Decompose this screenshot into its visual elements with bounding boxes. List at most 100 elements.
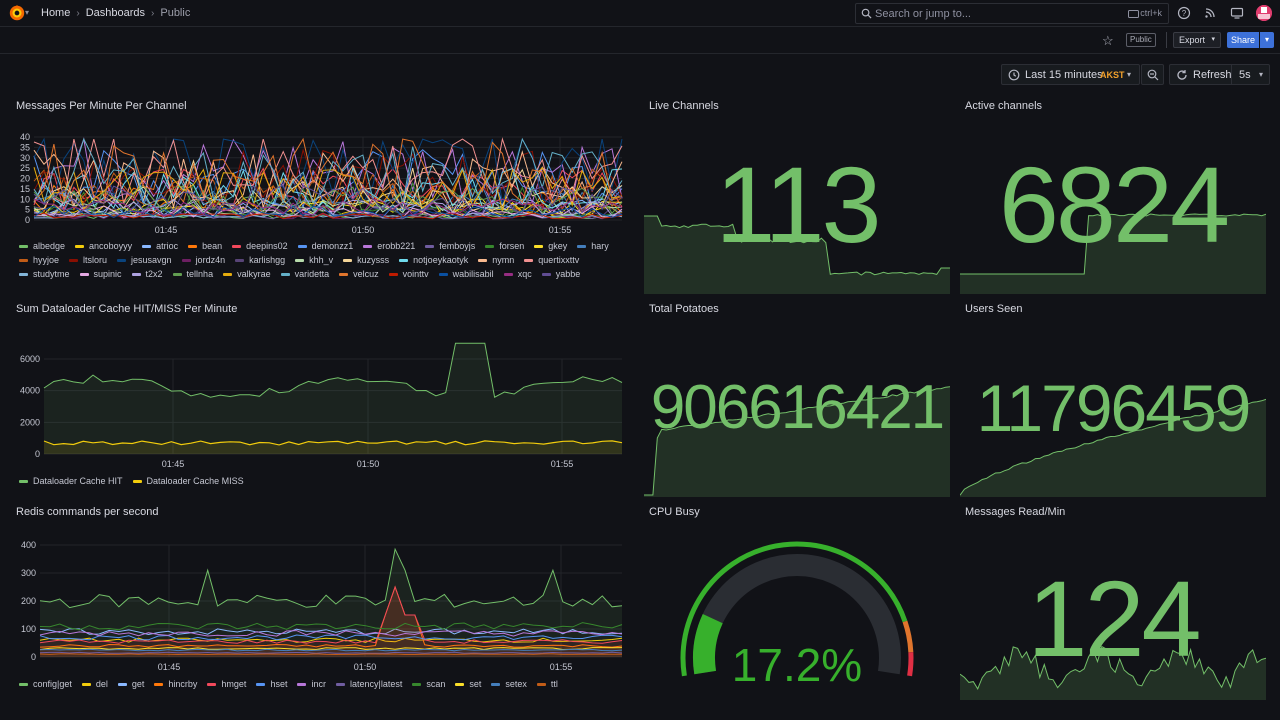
- legend-item[interactable]: wabilisabil: [438, 269, 494, 279]
- series-line[interactable]: [33, 148, 623, 209]
- legend-item[interactable]: setex: [491, 679, 527, 689]
- legend-item[interactable]: tellnha: [172, 269, 213, 279]
- panel-total-potatoes[interactable]: Total Potatoes 906616421: [644, 303, 950, 497]
- legend-item[interactable]: forsen: [485, 241, 524, 251]
- share-options-button[interactable]: ▾: [1260, 32, 1274, 48]
- legend-item[interactable]: quertixxttv: [524, 255, 579, 265]
- series-line[interactable]: [33, 166, 623, 212]
- series-line[interactable]: [39, 547, 623, 609]
- series-line[interactable]: [960, 645, 1266, 691]
- legend-item[interactable]: scan: [412, 679, 445, 689]
- panel-live-channels[interactable]: Live Channels 113: [644, 100, 950, 294]
- panel-cpu-busy[interactable]: CPU Busy 17.2%: [644, 506, 950, 700]
- legend-item[interactable]: atrioc: [142, 241, 178, 251]
- legend-item[interactable]: bean: [188, 241, 222, 251]
- legend-item[interactable]: jordz4n: [181, 255, 225, 265]
- series-line[interactable]: [39, 585, 623, 648]
- legend-item[interactable]: hyyjoe: [19, 255, 59, 265]
- star-icon[interactable]: ☆: [1102, 33, 1114, 48]
- series-line[interactable]: [39, 634, 623, 641]
- legend-item[interactable]: latency|latest: [335, 679, 402, 689]
- export-button[interactable]: Export ▾: [1173, 32, 1221, 48]
- series-line[interactable]: [33, 137, 623, 205]
- series-line[interactable]: [33, 184, 623, 215]
- legend-item[interactable]: ancoboyyy: [75, 241, 132, 251]
- series-line[interactable]: [33, 149, 623, 209]
- breadcrumb-dashboards[interactable]: Dashboards: [85, 7, 146, 19]
- series-line[interactable]: [39, 647, 623, 651]
- legend-item[interactable]: varidetta: [280, 269, 329, 279]
- legend-item[interactable]: vointtv: [388, 269, 429, 279]
- share-button[interactable]: Share: [1227, 32, 1259, 48]
- refresh-button[interactable]: Refresh: [1169, 64, 1232, 85]
- series-line[interactable]: [960, 213, 1266, 275]
- legend-item[interactable]: erobb221: [363, 241, 415, 251]
- series-line[interactable]: [644, 386, 950, 496]
- chevron-down-icon[interactable]: ▾: [25, 8, 30, 17]
- panel-users-seen[interactable]: Users Seen 11796459: [960, 303, 1266, 497]
- legend-item[interactable]: config|get: [19, 679, 72, 689]
- legend-item[interactable]: albedge: [19, 241, 65, 251]
- legend-item[interactable]: valkyrae: [223, 269, 271, 279]
- cache-timeseries-chart[interactable]: 6000 4000 2000 0 01:45 01:50 01:55: [16, 327, 632, 473]
- series-line[interactable]: [39, 585, 623, 644]
- panel-cache-hit-miss[interactable]: Sum Dataloader Cache HIT/MISS Per Minute…: [16, 303, 632, 493]
- legend-item[interactable]: set: [455, 679, 481, 689]
- legend-item[interactable]: hary: [577, 241, 609, 251]
- legend-item[interactable]: get: [117, 679, 144, 689]
- series-line[interactable]: [39, 653, 622, 656]
- legend-item[interactable]: kuzysss: [343, 255, 389, 265]
- series-line[interactable]: [43, 342, 623, 398]
- legend-item[interactable]: Dataloader Cache HIT: [19, 476, 123, 486]
- legend-item[interactable]: demonzz1: [297, 241, 353, 251]
- series-line[interactable]: [39, 628, 623, 636]
- rss-news-icon[interactable]: [1203, 6, 1217, 20]
- legend-item[interactable]: xqc: [503, 269, 532, 279]
- legend-item[interactable]: hincrby: [154, 679, 197, 689]
- series-line[interactable]: [33, 137, 623, 209]
- series-line[interactable]: [33, 166, 623, 211]
- legend-item[interactable]: ltsloru: [69, 255, 107, 265]
- legend-item[interactable]: jesusavgn: [117, 255, 172, 265]
- legend-item[interactable]: notjoeykaotyk: [399, 255, 468, 265]
- legend-item[interactable]: karlishgg: [235, 255, 285, 265]
- help-icon[interactable]: ?: [1177, 6, 1191, 20]
- series-line[interactable]: [960, 398, 1266, 496]
- panel-redis-commands[interactable]: Redis commands per second 400 300 200 100 0 0…: [16, 506, 632, 696]
- series-line[interactable]: [33, 184, 623, 215]
- legend-item[interactable]: studytme: [19, 269, 70, 279]
- series-line[interactable]: [33, 198, 623, 217]
- legend-item[interactable]: incr: [297, 679, 326, 689]
- series-line[interactable]: [39, 622, 623, 631]
- legend-item[interactable]: hmget: [207, 679, 246, 689]
- series-line[interactable]: [39, 651, 623, 654]
- series-line[interactable]: [33, 212, 623, 220]
- panel-messages-read[interactable]: Messages Read/Min 124: [960, 506, 1266, 700]
- legend-item[interactable]: t2x2: [131, 269, 163, 279]
- legend-item[interactable]: hset: [256, 679, 287, 689]
- series-line[interactable]: [43, 440, 623, 446]
- legend-item[interactable]: Dataloader Cache MISS: [132, 476, 244, 486]
- legend-item[interactable]: supinic: [79, 269, 122, 279]
- legend-item[interactable]: femboyjs: [425, 241, 475, 251]
- legend-item[interactable]: khh_v: [295, 255, 333, 265]
- grafana-logo-icon[interactable]: [8, 4, 26, 22]
- panel-active-channels[interactable]: Active channels 6824: [960, 100, 1266, 294]
- kiosk-monitor-icon[interactable]: [1230, 6, 1244, 20]
- avatar[interactable]: [1256, 5, 1272, 21]
- zoom-out-button[interactable]: [1141, 64, 1164, 85]
- legend-item[interactable]: yabbe: [541, 269, 580, 279]
- series-line[interactable]: [39, 648, 623, 652]
- legend-item[interactable]: deepins02: [232, 241, 288, 251]
- panel-messages-per-minute[interactable]: Messages Per Minute Per Channel 40 35 30 25…: [16, 100, 632, 295]
- legend-item[interactable]: nymn: [478, 255, 514, 265]
- time-range-picker[interactable]: Last 15 minutes AKST ▾: [1001, 64, 1140, 85]
- redis-timeseries-chart[interactable]: 400 300 200 100 0 01:45 01:50 01:55: [16, 530, 632, 676]
- legend-item[interactable]: ttl: [536, 679, 558, 689]
- legend-item[interactable]: del: [81, 679, 108, 689]
- series-line[interactable]: [39, 630, 623, 637]
- legend-item[interactable]: gkey: [534, 241, 567, 251]
- breadcrumb-home[interactable]: Home: [41, 7, 71, 19]
- refresh-interval-picker[interactable]: 5s ▾: [1232, 64, 1270, 85]
